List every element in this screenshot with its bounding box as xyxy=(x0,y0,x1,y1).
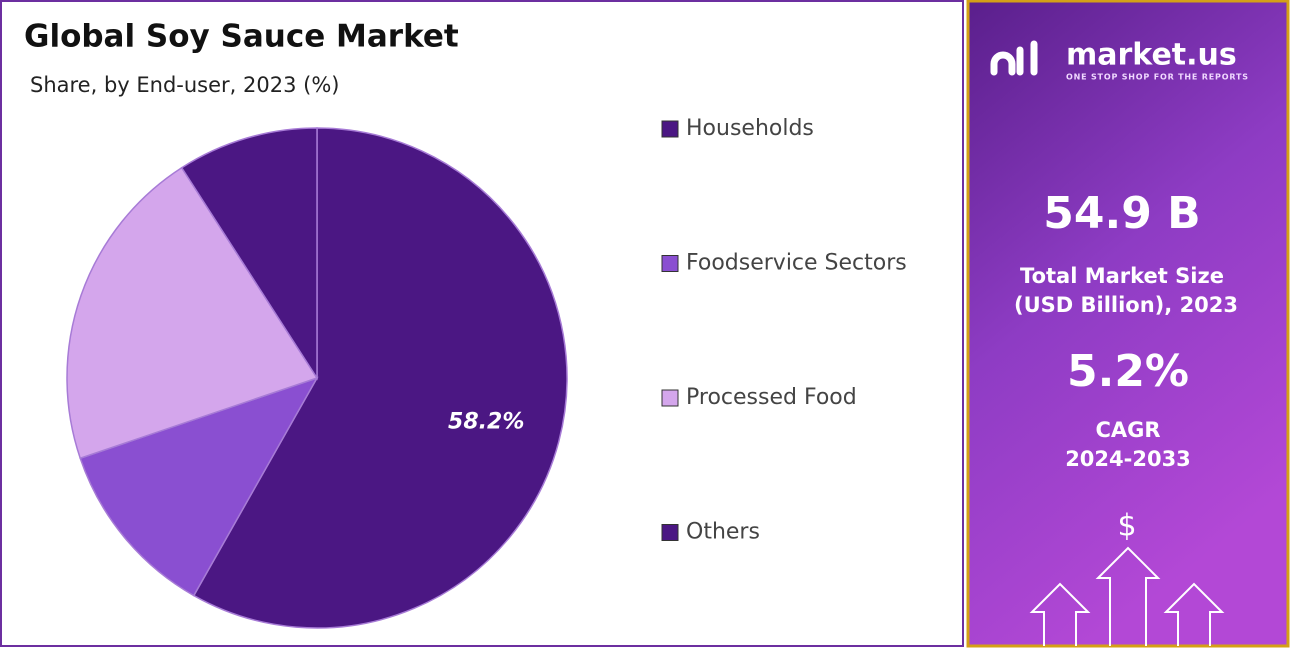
legend-label: Processed Food xyxy=(686,385,857,410)
legend-label: Households xyxy=(686,116,814,141)
logo-icon xyxy=(990,40,1038,76)
chart-title: Global Soy Sauce Market xyxy=(24,19,459,55)
legend-swatch xyxy=(661,255,679,272)
legend-swatch xyxy=(661,524,679,541)
market-size-label: (USD Billion), 2023 xyxy=(1014,293,1238,317)
currency-icon: $ xyxy=(1117,509,1136,544)
legend: Households Foodservice Sectors Processed F… xyxy=(661,116,907,545)
cagr-label: 2024-2033 xyxy=(1065,447,1191,471)
legend-label: Others xyxy=(686,520,760,545)
brand: market.us xyxy=(1066,38,1237,73)
market-size: 54.9 B xyxy=(1043,188,1200,239)
cagr: 5.2% xyxy=(1067,346,1189,397)
pie-slice xyxy=(192,127,568,629)
pie-slice xyxy=(180,127,318,381)
tagline: ONE STOP SHOP FOR THE REPORTS xyxy=(1066,73,1248,82)
legend-swatch xyxy=(661,389,679,407)
cagr-label: CAGR xyxy=(1095,418,1160,442)
arrows-icon xyxy=(1029,546,1225,646)
data-label: 58.2% xyxy=(448,410,524,435)
market-size-label: Total Market Size xyxy=(1020,264,1224,288)
legend-swatch xyxy=(661,120,679,138)
sidebar-panel xyxy=(966,0,1290,648)
legend-label: Foodservice Sectors xyxy=(686,251,907,276)
pie: 58.2% xyxy=(66,127,568,629)
pie-slice xyxy=(66,166,319,460)
chart-subtitle: Share, by End-user, 2023 (%) xyxy=(30,73,339,97)
pie-slice xyxy=(79,376,319,597)
